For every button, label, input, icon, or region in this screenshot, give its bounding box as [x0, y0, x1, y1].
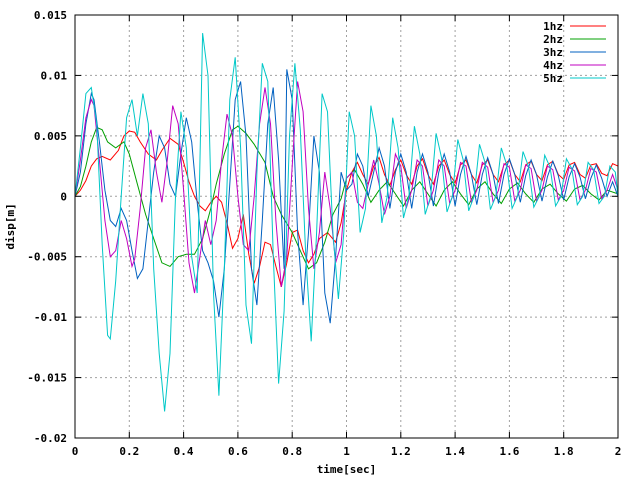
- series-line-2hz: [74, 125, 619, 270]
- grid: [75, 15, 618, 438]
- legend-label-4hz: 4hz: [543, 59, 563, 72]
- x-tick-label: 0.2: [119, 445, 139, 458]
- y-tick-label: 0.01: [41, 69, 68, 82]
- x-tick-label: 2: [615, 445, 622, 458]
- legend-label-3hz: 3hz: [543, 46, 563, 59]
- axis-ticks: 0 0.2 0.4 0.6 0.8 1 1.2 1.4 1.6 1.8 2 -0.02 -0.015 -0…: [27, 9, 621, 458]
- x-tick-label: 0.6: [228, 445, 248, 458]
- x-tick-label: 0: [72, 445, 79, 458]
- legend-label-5hz: 5hz: [543, 72, 563, 85]
- y-tick-label: 0.005: [34, 130, 67, 143]
- series-line-5hz: [74, 33, 619, 412]
- legend-label-2hz: 2hz: [543, 33, 563, 46]
- y-tick-label: 0: [60, 190, 67, 203]
- y-tick-label: 0.015: [34, 9, 67, 22]
- y-axis-title: disp[m]: [4, 203, 17, 249]
- x-tick-label: 1.2: [391, 445, 411, 458]
- x-tick-label: 1: [343, 445, 350, 458]
- y-tick-label: -0.02: [34, 432, 67, 445]
- y-tick-label: -0.015: [27, 372, 67, 385]
- x-axis-title: time[sec]: [317, 463, 377, 476]
- x-tick-label: 1.8: [554, 445, 574, 458]
- y-tick-label: -0.01: [34, 311, 67, 324]
- series-line-4hz: [74, 81, 619, 294]
- x-tick-label: 1.4: [445, 445, 465, 458]
- x-tick-label: 0.4: [174, 445, 194, 458]
- x-tick-label: 0.8: [282, 445, 302, 458]
- y-tick-label: -0.005: [27, 251, 67, 264]
- series-line-3hz: [74, 69, 619, 324]
- plot-series: [74, 33, 619, 412]
- x-tick-label: 1.6: [499, 445, 519, 458]
- legend-label-1hz: 1hz: [543, 20, 563, 33]
